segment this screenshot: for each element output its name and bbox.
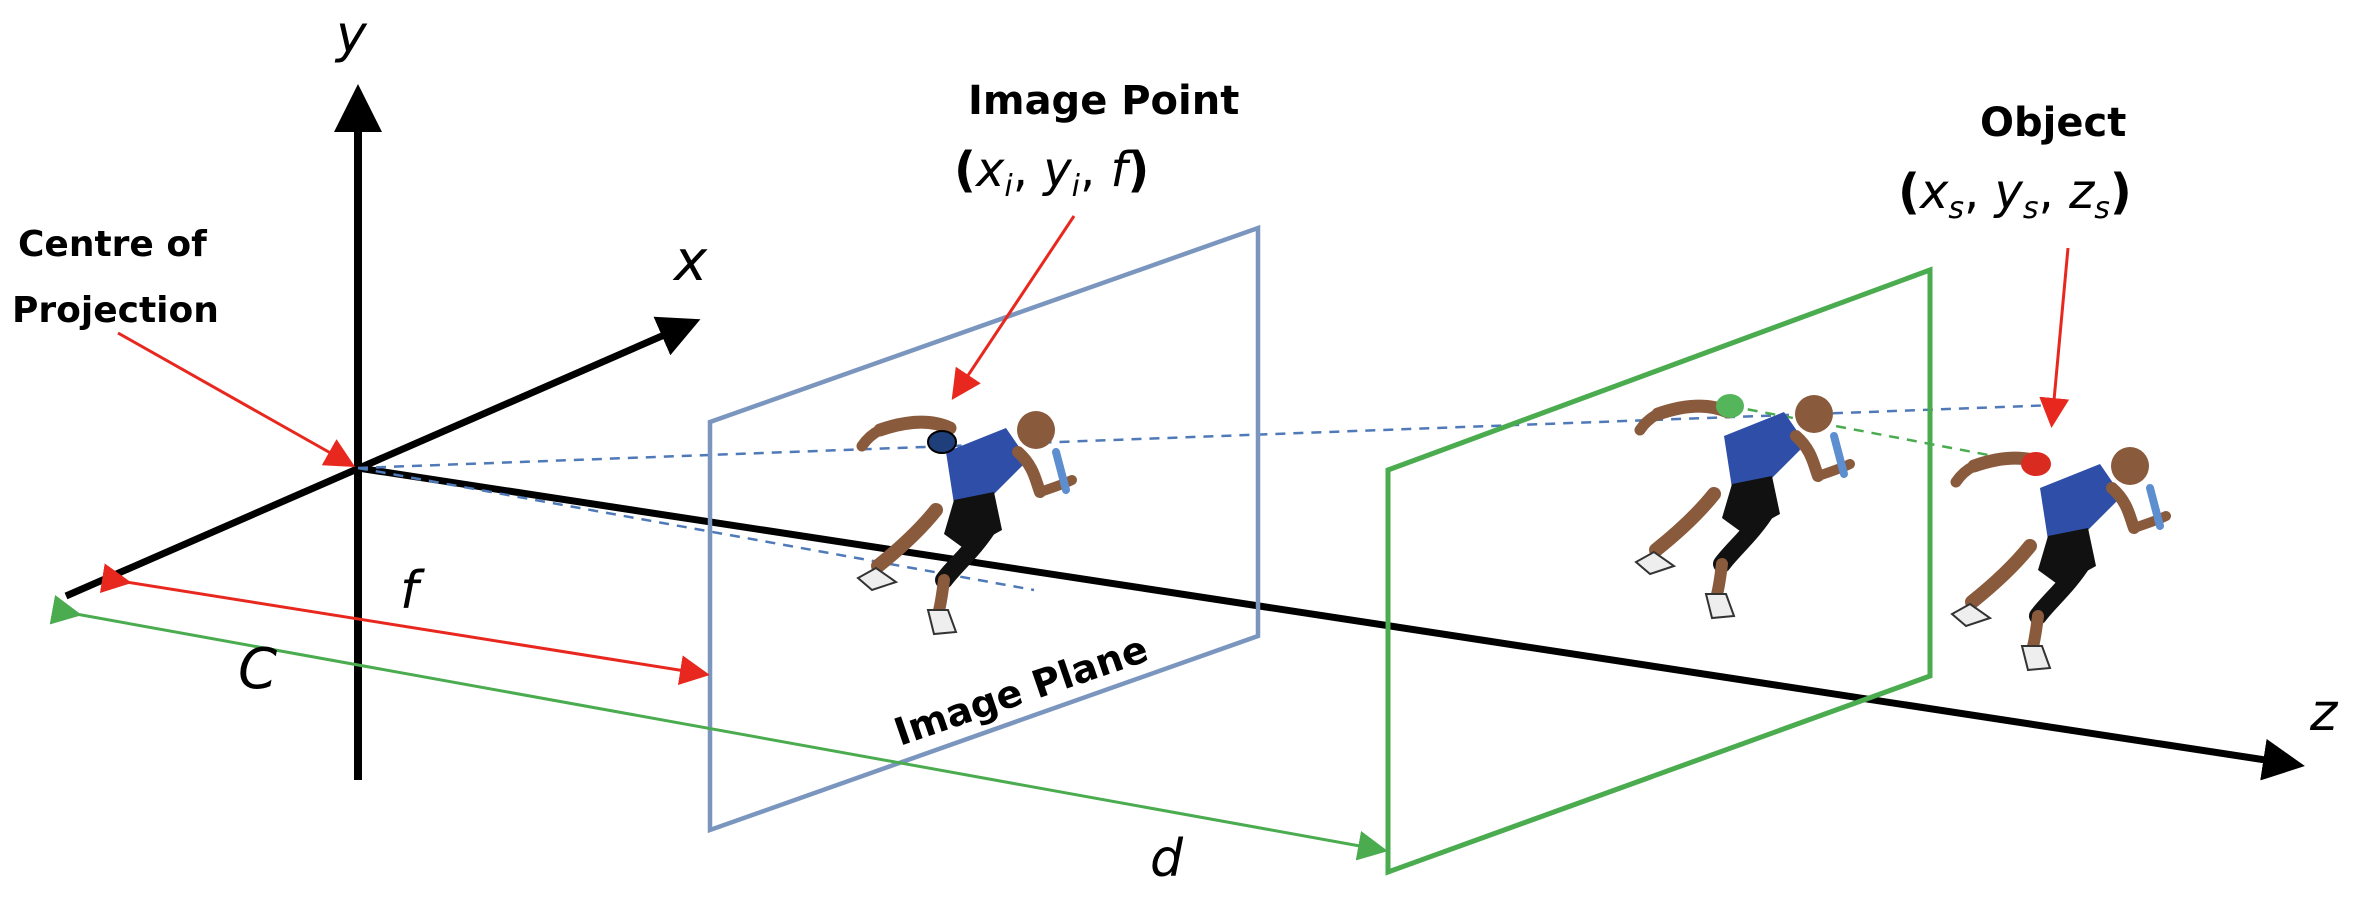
runner-figure-icon xyxy=(1636,395,1850,618)
x-axis-label: x xyxy=(672,229,708,294)
image-point-coords: (xi, yi, f) xyxy=(954,142,1149,204)
centre-pointer-arrow xyxy=(117,331,356,467)
object-point-dot xyxy=(2021,452,2051,476)
c-d-dimension xyxy=(49,594,1388,861)
object-plane xyxy=(1385,266,1933,876)
image-point-pointer-arrow xyxy=(951,215,1076,400)
projection-ray-2 xyxy=(357,466,1035,592)
z-axis-label: z xyxy=(2309,683,2339,743)
object-coords: (xs, ys, zs) xyxy=(1898,164,2132,226)
centre-of-projection-label-line2: Projection xyxy=(12,290,219,331)
runner-figure-icon xyxy=(858,411,1072,634)
object-pointer-arrow xyxy=(2039,247,2070,428)
object-ray xyxy=(1729,404,2037,466)
z-axis xyxy=(357,464,2305,781)
c-label: C xyxy=(238,637,277,702)
object-title: Object xyxy=(1980,100,2126,146)
d-label: d xyxy=(1150,829,1184,889)
f-label: f xyxy=(400,561,425,621)
image-plane-label: Image Plane xyxy=(889,627,1154,755)
projection-ray-1 xyxy=(357,403,2057,470)
image-point-title: Image Point xyxy=(968,78,1239,124)
centre-of-projection-label: Centre of xyxy=(18,224,207,265)
image-point-dot xyxy=(927,430,957,454)
x-axis xyxy=(64,316,701,600)
green-point-dot xyxy=(1716,394,1744,418)
runner-figure-icon xyxy=(1952,447,2166,670)
y-axis-label: y xyxy=(334,5,368,65)
